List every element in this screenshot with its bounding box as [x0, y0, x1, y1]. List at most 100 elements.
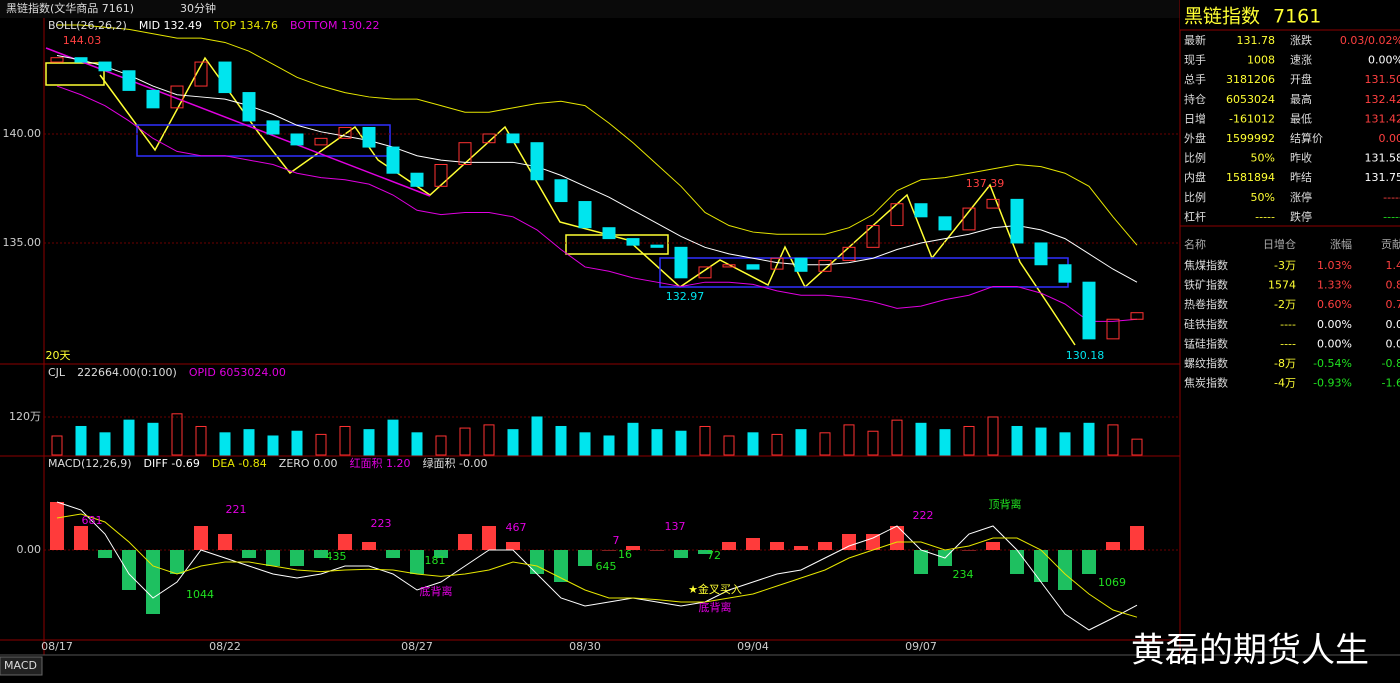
candle — [50, 57, 64, 63]
volume-bar — [579, 432, 591, 456]
list-cell: -4万 — [1274, 377, 1296, 390]
quote-label: 最高 — [1290, 92, 1312, 106]
line — [56, 55, 1138, 283]
quote-label: 总手 — [1184, 72, 1206, 86]
legend: MID 132.49 — [139, 19, 202, 32]
candle — [362, 126, 376, 148]
quote-header — [1180, 0, 1400, 30]
volume-bar — [531, 416, 543, 456]
annotation: 底背离 — [420, 584, 453, 598]
candle — [386, 146, 400, 174]
macd-bar — [122, 550, 136, 590]
macd-bar — [146, 550, 160, 614]
macd-bar — [746, 538, 760, 550]
quote-value: ----- — [1255, 210, 1275, 223]
volume-bar — [987, 416, 999, 456]
volume-bar — [75, 425, 87, 456]
annotation: 221 — [226, 503, 247, 516]
volume-bar — [915, 422, 927, 456]
quote-label: 现手 — [1184, 53, 1206, 67]
candle — [914, 203, 928, 218]
list-cell: 1.03% — [1317, 259, 1352, 272]
annotation: 681 — [82, 514, 103, 527]
candle — [1010, 198, 1024, 244]
legend: BOLL(26,26,2) — [48, 19, 127, 32]
quote-value: 1581894 — [1226, 171, 1275, 184]
list-cell: 螺纹指数 — [1184, 356, 1228, 370]
macd-bar — [74, 526, 88, 550]
legend: MACD(12,26,9) — [48, 457, 132, 470]
candle — [1034, 242, 1048, 266]
annotation: 222 — [913, 509, 934, 522]
annotation: ★金叉买入 — [688, 582, 742, 596]
macd-bar — [458, 534, 472, 550]
volume-bar — [1035, 427, 1047, 456]
volume-bar — [243, 429, 255, 456]
quote-label: 速涨 — [1290, 54, 1312, 67]
quote-value: 0.00 — [1379, 132, 1400, 145]
candle — [506, 133, 520, 144]
list-cell: 0.00% — [1317, 318, 1352, 331]
macd-bar — [1082, 550, 1096, 574]
macd-bar — [842, 534, 856, 550]
volume-bar — [99, 432, 111, 456]
legend: CJL — [48, 366, 66, 379]
quote-label: 昨收 — [1290, 151, 1312, 165]
candle — [242, 92, 256, 122]
quote-value: -161012 — [1229, 112, 1275, 125]
y-tick-label: 0.00 — [17, 543, 42, 556]
candle — [290, 133, 304, 146]
legend: DEA -0.84 — [212, 457, 267, 470]
annotation: 1069 — [1098, 576, 1126, 589]
volume-bar — [651, 429, 663, 456]
legend: 绿面积 -0.00 — [423, 456, 488, 470]
macd-bar — [98, 550, 112, 558]
volume-bar — [939, 429, 951, 456]
list-cell: 0.00% — [1317, 337, 1352, 350]
list-cell: 0.0 — [1386, 337, 1400, 350]
macd-bar — [602, 550, 616, 551]
quote-value: 50% — [1251, 152, 1275, 165]
x-tick-label: 08/17 — [41, 640, 73, 653]
quote-label: 杠杆 — [1184, 209, 1206, 223]
macd-bar — [1010, 550, 1024, 574]
volume-bar — [1059, 432, 1071, 456]
macd-bar — [914, 550, 928, 574]
list-cell: 焦炭指数 — [1184, 376, 1228, 390]
macd-bar — [986, 542, 1000, 550]
volume-bar — [819, 432, 831, 456]
volume-bar — [867, 430, 879, 456]
candle — [626, 238, 640, 246]
quote-label: 涨停 — [1290, 190, 1312, 204]
line — [56, 85, 1138, 322]
candle — [74, 57, 88, 63]
annotation: 234 — [953, 568, 974, 581]
candle — [530, 142, 544, 181]
x-tick-label: 08/27 — [401, 640, 433, 653]
volume-bar — [267, 435, 279, 456]
list-cell: 焦煤指数 — [1184, 258, 1228, 272]
quote-title: 黑链指数 — [1184, 6, 1260, 28]
macd-bar — [386, 550, 400, 558]
list-cell: 硅铁指数 — [1184, 317, 1228, 331]
candle — [818, 259, 832, 272]
candle — [218, 61, 232, 94]
annotation: 顶背离 — [989, 497, 1022, 511]
volume-bar — [123, 419, 135, 456]
list-cell: 热卷指数 — [1184, 297, 1228, 311]
tab[interactable] — [0, 656, 43, 676]
quote-value: 0.00% — [1368, 54, 1400, 67]
macd-bar — [578, 550, 592, 566]
tab-label[interactable]: MACD — [4, 659, 37, 672]
annotation: 1044 — [186, 588, 214, 601]
volume-bar — [435, 435, 447, 456]
y-tick-label: 135.00 — [3, 236, 42, 249]
volume-bar — [627, 422, 639, 456]
y-tick-label: 120万 — [9, 410, 41, 423]
candle — [1130, 312, 1144, 320]
candle — [410, 172, 424, 187]
candle — [866, 225, 880, 248]
header-bar — [0, 0, 1180, 18]
